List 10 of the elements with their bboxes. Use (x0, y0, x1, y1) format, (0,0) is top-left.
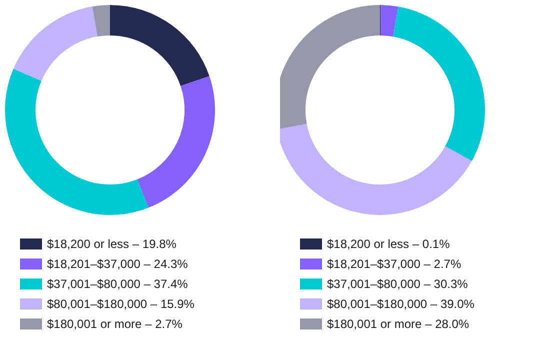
legend-label: $180,001 or more – 2.7% (47, 317, 183, 331)
legend-label: $37,001–$80,000 – 30.3% (327, 277, 468, 291)
legend-label: $80,001–$180,000 – 15.9% (47, 297, 195, 311)
legend-label: $180,001 or more – 28.0% (327, 317, 470, 331)
legend-label: $18,200 or less – 0.1% (327, 237, 450, 251)
legend-label: $18,201–$37,000 – 2.7% (327, 257, 462, 271)
legend-label: $37,001–$80,000 – 37.4% (47, 277, 188, 291)
legend-label: $80,001–$180,000 – 39.0% (327, 297, 475, 311)
legend-label: $18,201–$37,000 – 24.3% (47, 257, 188, 271)
legend-label: $18,200 or less – 19.8% (47, 237, 177, 251)
